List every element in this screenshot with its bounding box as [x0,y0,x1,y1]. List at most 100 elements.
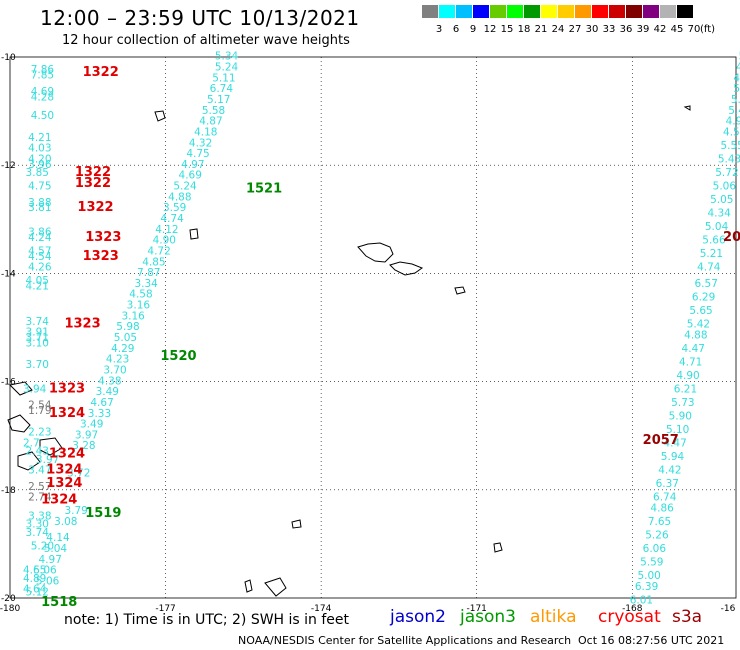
legend-swatch [558,5,575,18]
pass-number-label: 1323 [85,230,121,245]
swh-value: 4.90 [676,370,699,382]
legend-swatch [626,5,643,18]
swh-value: 3.16 [127,300,151,312]
swh-value-tracks: 5.345.245.116.745.175.584.874.184.324.75… [23,51,740,607]
footer-credit: NOAA/NESDIS Center for Satellite Applica… [238,634,572,647]
swh-value: 5.94 [661,451,685,463]
swh-value: 4.14 [46,532,70,544]
legend-swatch [609,5,626,18]
swh-value: 6.06 [643,543,667,555]
swh-value: 4.58 [723,126,740,138]
swh-value: 3.86 [28,227,52,239]
swh-value: 5.11 [212,72,235,84]
swh-value: 4.57 [28,245,51,257]
swh-value: 4.69 [179,170,202,182]
swh-track-jason3-pass-1519: 3.283.723.793.084.145.044.975.065.065.12 [26,440,96,598]
swh-value: 4.47 [682,343,705,355]
pass-number-label: 1323 [49,381,85,396]
lat-tick-label: -10 [1,53,16,63]
swh-value: 3.85 [26,167,49,179]
island-fiji-3 [39,437,63,456]
legend-label: 15 [500,24,514,35]
swh-value: 4.75 [28,181,51,193]
legend-label: 27 [568,24,582,35]
swh-value: 4.21 [26,281,49,293]
swh-value: 4.88 [684,329,707,341]
swh-value: 5.10 [666,424,689,436]
swh-value: 3.33 [88,408,111,420]
swh-value: 5.43 [718,153,740,165]
legend-label: 45 [670,24,684,35]
island-wallis [154,110,166,122]
legend-label: 18 [517,24,531,35]
lat-tick-label: -16 [1,378,16,388]
swh-value: 5.06 [33,565,57,577]
swh-track-s3a-pass-1324: 2.232.72.433.473.973.383.303.745.204.654… [23,427,59,596]
swh-value: 4.24 [28,232,52,244]
lat-tick-label: -14 [1,269,16,279]
swh-track-s3a-pass-2057: 5.44.74.55.165.125.474.904.585.555.435.7… [630,51,740,607]
legend-unit: (ft) [700,24,716,35]
swh-value: 3.94 [23,383,47,395]
legend-label: 24 [551,24,565,35]
legend-label: 30 [585,24,599,35]
swh-value: 5.05 [114,332,137,344]
lon-tick-label: -180 [0,604,20,614]
swh-value: 7.87 [137,267,160,279]
swh-value: 3.91 [26,327,49,339]
swh-value: 3.71 [26,332,49,344]
swh-value: 4.67 [90,397,113,409]
pass-number-label: 1323 [83,249,119,264]
island-samoa-upolu [357,242,394,263]
swh-value: 3.74 [26,527,50,539]
swh-value: 4.97 [39,554,62,566]
legend-swatch [575,5,592,18]
swh-value: 4.75 [186,148,209,160]
legend-label: 39 [636,24,650,35]
swh-value: 4.72 [147,245,170,257]
swh-value-gray: 2.74 [28,492,52,504]
island-small-5 [291,519,302,529]
swh-value: 5.90 [669,410,692,422]
island-samoa-tutuila [389,261,424,276]
swh-value: 5.73 [671,397,694,409]
legend-label: 6 [452,24,460,35]
legend-swatch [660,5,677,18]
swh-value: 3.47 [28,465,51,477]
island-small-3 [493,542,503,553]
swh-value: 4.97 [181,159,204,171]
swh-value: 2.43 [26,446,49,458]
swh-value: 5.58 [202,105,225,117]
swh-value: 4.58 [129,289,152,301]
swh-value: 5.59 [640,557,663,569]
swh-value: 4.28 [31,91,54,103]
page-subtitle: 12 hour collection of altimeter wave hei… [62,33,350,48]
swh-value: 5.47 [728,105,740,117]
swh-value: 3.70 [103,364,126,376]
swh-value: 6.21 [674,383,697,395]
swh-value: 4.87 [199,116,222,128]
swh-value: 4.23 [106,354,129,366]
lat-tick-label: -20 [1,594,16,604]
map-frame [9,56,737,599]
lon-tick-label: -168 [622,604,643,614]
swh-value: 4.12 [155,224,178,236]
legend-label: 12 [483,24,497,35]
swh-value: 5.04 [44,543,68,555]
swh-value: 5.72 [715,167,738,179]
lon-tick-label: -177 [155,604,175,614]
swh-value: 5.05 [710,194,733,206]
swh-value: 4.05 [26,275,49,287]
island-small-1 [189,228,199,240]
swh-value: 4.88 [168,191,191,203]
swh-value-gray: 2.54 [28,400,52,412]
lon-tick-label: -16 [721,604,736,614]
lon-tick-label: -174 [311,604,332,614]
swh-value: 3.49 [96,386,119,398]
island-fiji-2 [7,414,31,433]
swh-value: 6.57 [695,278,718,290]
legend-label: 36 [619,24,633,35]
swh-value: 3.16 [121,310,145,322]
